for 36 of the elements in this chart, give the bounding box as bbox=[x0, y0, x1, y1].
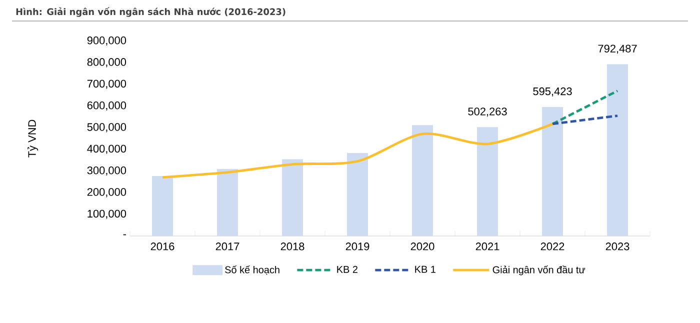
y-tick-label: 300,000 bbox=[87, 166, 126, 176]
x-tick-label: 2022 bbox=[540, 242, 564, 250]
x-tick-label: 2021 bbox=[476, 242, 500, 250]
x-tick-label: 2017 bbox=[216, 242, 240, 250]
data-label: 502,263 bbox=[468, 108, 507, 117]
legend-label: KB 1 bbox=[415, 266, 436, 273]
y-tick-label: - bbox=[123, 234, 126, 236]
bar bbox=[282, 159, 304, 236]
chart-title: Hình: Giải ngân vốn ngân sách Nhà nước (2016-2023) bbox=[16, 7, 286, 17]
bar bbox=[347, 153, 368, 236]
y-tick-label: 900,000 bbox=[87, 36, 126, 46]
x-tick-label: 2019 bbox=[346, 242, 370, 250]
line-series bbox=[161, 122, 554, 178]
legend-label: Giải ngân vốn đầu tư bbox=[492, 266, 586, 276]
x-tick-label: 2016 bbox=[150, 242, 174, 250]
legend-label: Số kế hoạch bbox=[225, 266, 280, 275]
data-label: 595,423 bbox=[533, 87, 572, 96]
bar bbox=[217, 169, 238, 236]
bar bbox=[152, 176, 174, 236]
x-tick-label: 2023 bbox=[606, 242, 630, 250]
x-tick-label: 2018 bbox=[280, 242, 304, 250]
bar bbox=[542, 106, 564, 236]
bar bbox=[477, 127, 498, 236]
y-tick-label: 500,000 bbox=[87, 123, 126, 132]
y-tick-label: 100,000 bbox=[88, 210, 126, 219]
x-tick-label: 2020 bbox=[410, 242, 434, 250]
y-tick-label: 200,000 bbox=[87, 188, 126, 198]
bar bbox=[607, 64, 628, 236]
legend-label: KB 2 bbox=[337, 266, 358, 273]
y-tick-label: 700,000 bbox=[87, 80, 126, 89]
y-tick-label: 800,000 bbox=[87, 58, 126, 68]
bar bbox=[412, 125, 434, 236]
data-label: 792,487 bbox=[598, 44, 637, 54]
y-axis-title: Tỷ VND bbox=[28, 120, 38, 158]
y-tick-label: 600,000 bbox=[87, 101, 126, 111]
y-tick-label: 400,000 bbox=[87, 144, 126, 154]
